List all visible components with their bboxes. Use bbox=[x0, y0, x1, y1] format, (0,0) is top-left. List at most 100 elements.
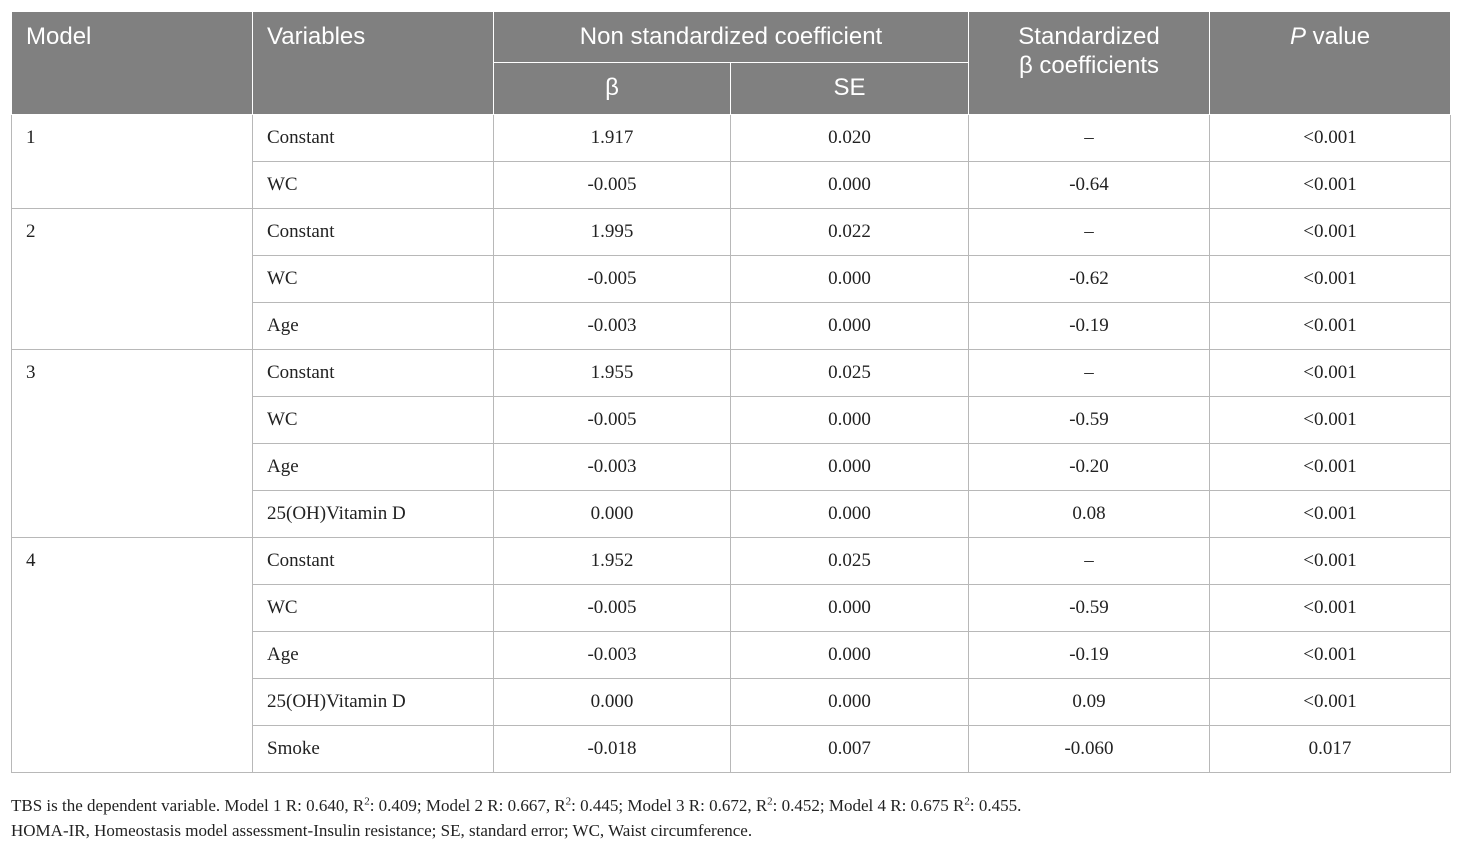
variable-cell: 25(OH)Vitamin D bbox=[252, 678, 494, 726]
std-beta-cell: 0.09 bbox=[968, 678, 1211, 726]
superscript: 2 bbox=[364, 795, 370, 808]
std-beta-cell: – bbox=[968, 208, 1211, 256]
se-cell: 0.000 bbox=[729, 678, 970, 726]
variable-cell: Constant bbox=[252, 208, 494, 256]
table-row: 4 Constant 1.952 0.025– <0.001 bbox=[11, 537, 1452, 773]
std-beta-cell: -0.62 bbox=[968, 255, 1211, 303]
superscript: 2 bbox=[767, 795, 773, 808]
model-number-cell: 3 bbox=[11, 349, 253, 538]
se-cell: 0.000 bbox=[729, 255, 970, 303]
se-cell: 0.000 bbox=[729, 443, 970, 491]
std-beta-cell: -0.20 bbox=[968, 443, 1211, 491]
table-row: 25(OH)Vitamin D 0.000 0.000 0.08 <0.001 bbox=[12, 490, 1452, 538]
p-value-cell: <0.001 bbox=[1209, 443, 1452, 491]
variable-cell: 25(OH)Vitamin D bbox=[252, 490, 494, 538]
se-cell: 0.000 bbox=[729, 490, 970, 538]
table-row: Smoke -0.018 0.007 -0.060 0.017 bbox=[12, 725, 1452, 773]
p-value-cell: <0.001 bbox=[1209, 255, 1452, 303]
p-value-cell: <0.001 bbox=[1209, 490, 1452, 538]
table-row: 2 Constant 1.995 0.022– <0.001 bbox=[11, 208, 1452, 350]
beta-cell: 1.917 bbox=[493, 114, 731, 162]
std-beta-cell: 0.08 bbox=[968, 490, 1211, 538]
variable-cell: Constant bbox=[252, 114, 494, 162]
footnote-text: TBS is the dependent variable. Model 1 R… bbox=[11, 796, 365, 815]
table-row: Age -0.003 0.000 -0.20 <0.001 bbox=[12, 443, 1452, 491]
std-beta-cell: -0.64 bbox=[968, 161, 1211, 209]
beta-cell: -0.003 bbox=[493, 302, 731, 350]
p-value-cell: <0.001 bbox=[1209, 584, 1452, 632]
header-variables: Variables bbox=[252, 11, 494, 115]
p-value-cell: <0.001 bbox=[1209, 302, 1452, 350]
beta-cell: 1.955 bbox=[493, 349, 731, 397]
p-value-cell: <0.001 bbox=[1209, 631, 1452, 679]
table-header: Model Variables Non standardized coeffic… bbox=[11, 11, 1452, 115]
std-beta-cell: – bbox=[968, 537, 1211, 585]
se-cell: 0.025 bbox=[729, 349, 970, 397]
beta-cell: -0.003 bbox=[493, 443, 731, 491]
beta-cell: -0.005 bbox=[493, 396, 731, 444]
header-standardized: Standardized β coefficients bbox=[968, 11, 1211, 115]
variable-cell: WC bbox=[252, 161, 494, 209]
p-value-cell: <0.001 bbox=[1209, 114, 1452, 162]
header-p-rest: value bbox=[1306, 23, 1371, 50]
superscript: 2 bbox=[565, 795, 572, 808]
variable-cell: Constant bbox=[252, 537, 494, 585]
p-value-cell: 0.017 bbox=[1209, 725, 1452, 773]
beta-cell: -0.005 bbox=[493, 255, 731, 303]
std-beta-cell: – bbox=[968, 114, 1211, 162]
beta-cell: -0.005 bbox=[493, 584, 731, 632]
variable-cell: WC bbox=[252, 255, 494, 303]
std-beta-cell: -0.060 bbox=[968, 725, 1211, 773]
table-row: Age -0.003 0.000 -0.19 <0.001 bbox=[12, 302, 1452, 350]
std-beta-cell: -0.19 bbox=[968, 302, 1211, 350]
header-p-italic: P bbox=[1289, 23, 1306, 50]
beta-cell: -0.018 bbox=[493, 725, 731, 773]
se-cell: 0.025 bbox=[729, 537, 970, 585]
p-value-cell: <0.001 bbox=[1209, 349, 1452, 397]
variable-cell: WC bbox=[252, 584, 494, 632]
table-row: 25(OH)Vitamin D 0.000 0.000 0.09 <0.001 bbox=[12, 678, 1452, 726]
se-cell: 0.020 bbox=[729, 114, 970, 162]
model-number-cell: 2 bbox=[11, 208, 253, 350]
variable-cell: Age bbox=[252, 631, 494, 679]
variable-cell: WC bbox=[252, 396, 494, 444]
footnote-text: : 0.452; Model 4 R: 0.675 R bbox=[772, 796, 965, 815]
footnote-line-1: TBS is the dependent variable. Model 1 R… bbox=[11, 793, 1451, 818]
se-cell: 0.022 bbox=[729, 208, 970, 256]
model-number-cell: 4 bbox=[11, 537, 253, 773]
se-cell: 0.000 bbox=[729, 302, 970, 350]
header-standardized-line1: Standardized bbox=[1018, 23, 1160, 50]
beta-cell: 1.952 bbox=[493, 537, 731, 585]
se-cell: 0.000 bbox=[729, 584, 970, 632]
std-beta-cell: -0.59 bbox=[968, 584, 1211, 632]
beta-cell: 0.000 bbox=[493, 490, 731, 538]
variable-cell: Age bbox=[252, 302, 494, 350]
header-p-value: P value bbox=[1209, 11, 1452, 115]
header-model: Model bbox=[11, 11, 253, 115]
header-beta: β bbox=[493, 62, 731, 115]
se-cell: 0.000 bbox=[729, 161, 970, 209]
header-se: SE bbox=[729, 62, 970, 115]
std-beta-cell: – bbox=[968, 349, 1211, 397]
table-row: WC -0.005 0.000 -0.64 <0.001 bbox=[12, 161, 1452, 209]
variable-cell: Constant bbox=[252, 349, 494, 397]
beta-cell: 1.995 bbox=[493, 208, 731, 256]
variable-cell: Age bbox=[252, 443, 494, 491]
superscript: 2 bbox=[964, 795, 970, 808]
p-value-cell: <0.001 bbox=[1209, 161, 1452, 209]
table-footnotes: TBS is the dependent variable. Model 1 R… bbox=[11, 793, 1451, 843]
results-table-container: Model Variables Non standardized coeffic… bbox=[11, 11, 1452, 773]
std-beta-cell: -0.59 bbox=[968, 396, 1211, 444]
table-row: 1 Constant 1.917 0.020– <0.001 bbox=[11, 114, 1452, 209]
beta-cell: -0.005 bbox=[493, 161, 731, 209]
footnote-text: : 0.455. bbox=[969, 796, 1022, 815]
variable-cell: Smoke bbox=[252, 725, 494, 773]
p-value-cell: <0.001 bbox=[1209, 396, 1452, 444]
table-row: WC -0.005 0.000 -0.62 <0.001 bbox=[12, 255, 1452, 303]
p-value-cell: <0.001 bbox=[1209, 678, 1452, 726]
footnote-text: : 0.409; Model 2 R: 0.667, R bbox=[369, 796, 566, 815]
model-number-cell: 1 bbox=[11, 114, 253, 209]
footnote-line-2: HOMA-IR, Homeostasis model assessment-In… bbox=[11, 821, 753, 840]
p-value-cell: <0.001 bbox=[1209, 208, 1452, 256]
footnote-text: : 0.445; Model 3 R: 0.672, R bbox=[571, 796, 768, 815]
